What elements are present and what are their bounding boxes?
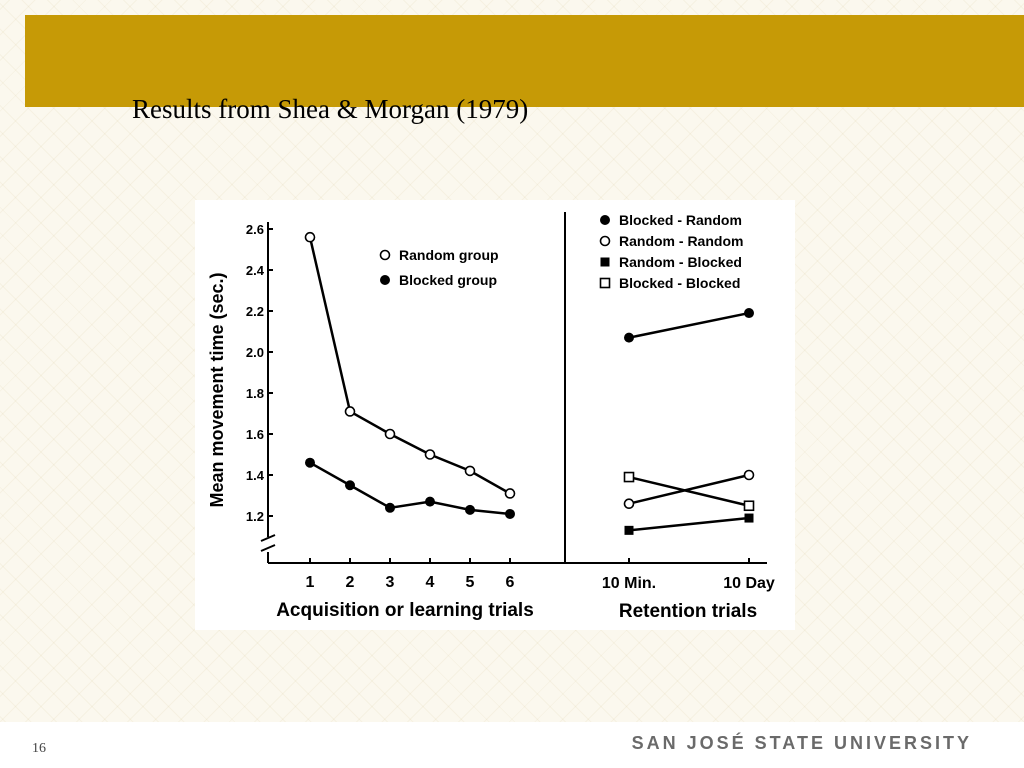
x-tick-label: 1	[306, 574, 315, 591]
x-tick-label: 2	[346, 574, 355, 591]
y-axis-label: Mean movement time (sec.)	[207, 272, 227, 507]
x-tick-label: 10 Day	[723, 575, 775, 592]
legend-label: Random group	[399, 247, 499, 263]
ret-series-0-point	[624, 332, 634, 343]
chart-svg: 1.2 1.4 1.6 1.8 2.0 2.2 2.4 2.6 Mean movement ti…	[207, 212, 775, 622]
acq-series-1-point	[425, 496, 435, 507]
x-tick-label: 4	[426, 574, 435, 591]
y-tick-label: 2.2	[246, 304, 264, 319]
chart-figure: 1.2 1.4 1.6 1.8 2.0 2.2 2.4 2.6 Mean movement ti…	[195, 200, 795, 630]
legend-marker	[600, 257, 610, 267]
ret-series-3-line	[628, 475, 750, 507]
y-tick-label: 2.6	[246, 222, 264, 237]
axis-break-mark	[260, 544, 276, 552]
acq-series-1-point	[505, 508, 515, 519]
acq-series-1-line	[309, 461, 511, 516]
x-axis-label-acquisition: Acquisition or learning trials	[276, 600, 534, 621]
footer-band	[0, 722, 1024, 768]
acq-series-0-point	[464, 465, 476, 477]
x-tick-label: 5	[466, 574, 475, 591]
x-tick-label: 3	[386, 574, 395, 591]
y-tick-label: 1.2	[246, 509, 264, 524]
axis-break-mark	[260, 534, 276, 542]
acq-series-1-point	[385, 502, 395, 513]
ret-series-3-point	[743, 500, 755, 512]
acq-series-0-line	[308, 236, 511, 495]
ret-series-3-point	[623, 471, 635, 483]
acq-series-0-point	[424, 449, 436, 460]
page-number: 16	[32, 741, 46, 756]
legend-marker	[600, 215, 610, 225]
ret-series-0-point	[744, 308, 754, 319]
slide-title: Results from Shea & Morgan (1979)	[132, 94, 529, 124]
legend-label: Random - Blocked	[619, 254, 742, 270]
acq-series-0-point	[344, 406, 356, 417]
legend-marker	[599, 235, 611, 247]
y-tick-label: 2.0	[246, 345, 264, 360]
ret-series-2-line	[628, 516, 750, 532]
y-tick-label: 1.6	[246, 427, 264, 442]
ret-series-0-line	[628, 311, 750, 339]
acq-series-0-point	[384, 428, 396, 440]
ret-series-1-line	[628, 473, 750, 505]
legend-marker	[379, 249, 391, 261]
x-axis-label-retention: Retention trials	[619, 601, 757, 622]
x-tick-label: 6	[506, 574, 515, 591]
legend-marker	[599, 277, 611, 289]
acq-series-1-point	[465, 504, 475, 515]
legend-label: Blocked - Random	[619, 212, 742, 228]
ret-series-1-point	[623, 498, 635, 510]
ret-series-2-point	[744, 513, 754, 523]
legend-label: Random - Random	[619, 233, 743, 249]
y-tick-label: 1.8	[246, 386, 264, 401]
top-banner	[25, 15, 1024, 107]
acq-series-1-point	[345, 480, 355, 491]
x-tick-label: 10 Min.	[602, 575, 656, 592]
ret-series-1-point	[743, 469, 755, 481]
acq-series-0-point	[504, 488, 516, 499]
legend-label: Blocked group	[399, 272, 497, 288]
acq-series-1-point	[305, 457, 315, 468]
legend-marker	[380, 275, 390, 285]
legend-label: Blocked - Blocked	[619, 275, 740, 291]
acq-series-0-point	[304, 231, 316, 243]
ret-series-2-point	[624, 525, 634, 535]
university-logo-text: SAN JOSÉ STATE UNIVERSITY	[631, 733, 972, 753]
y-tick-label: 2.4	[246, 263, 265, 278]
y-tick-label: 1.4	[246, 468, 265, 483]
